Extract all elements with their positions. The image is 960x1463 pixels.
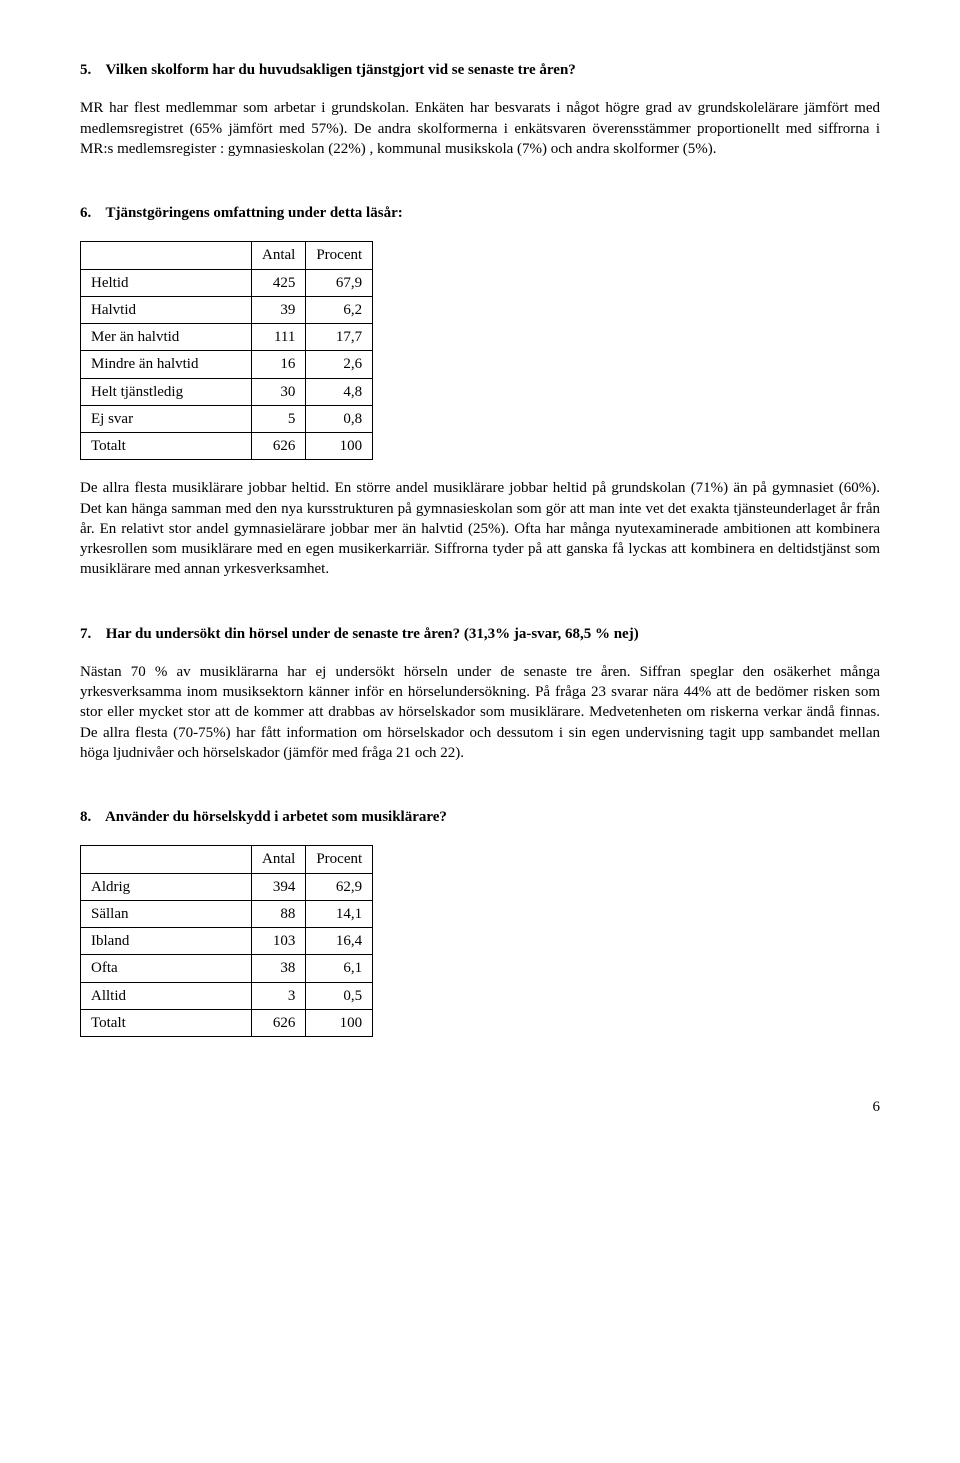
cell: Heltid	[81, 269, 252, 296]
cell: 16,4	[306, 928, 373, 955]
q5-heading: 5. Vilken skolform har du huvudsakligen …	[80, 60, 880, 80]
q7-number: 7.	[80, 624, 102, 644]
cell: 6,1	[306, 955, 373, 982]
page-number: 6	[80, 1097, 880, 1117]
table-row: Ibland10316,4	[81, 928, 373, 955]
cell: Halvtid	[81, 296, 252, 323]
cell: Aldrig	[81, 873, 252, 900]
q6-table: Antal Procent Heltid42567,9 Halvtid396,2…	[80, 241, 373, 460]
table-header-row: Antal Procent	[81, 242, 373, 269]
q7-heading: 7. Har du undersökt din hörsel under de …	[80, 624, 880, 644]
q7-body: Nästan 70 % av musiklärarna har ej under…	[80, 662, 880, 763]
table-row: Ofta386,1	[81, 955, 373, 982]
cell: Ej svar	[81, 405, 252, 432]
cell: Mer än halvtid	[81, 324, 252, 351]
cell: Sällan	[81, 900, 252, 927]
q6-col2: Procent	[306, 242, 373, 269]
cell: 626	[252, 433, 306, 460]
cell: 100	[306, 1009, 373, 1036]
cell: 38	[252, 955, 306, 982]
q6-heading: 6. Tjänstgöringens omfattning under dett…	[80, 203, 880, 223]
table-row: Alltid30,5	[81, 982, 373, 1009]
cell: Ofta	[81, 955, 252, 982]
table-row: Heltid42567,9	[81, 269, 373, 296]
cell: 103	[252, 928, 306, 955]
q6-body: De allra flesta musiklärare jobbar helti…	[80, 478, 880, 579]
cell: Totalt	[81, 433, 252, 460]
q8-col0	[81, 846, 252, 873]
table-row: Aldrig39462,9	[81, 873, 373, 900]
cell: Helt tjänstledig	[81, 378, 252, 405]
q8-heading: 8. Använder du hörselskydd i arbetet som…	[80, 807, 880, 827]
cell: 0,8	[306, 405, 373, 432]
cell: Mindre än halvtid	[81, 351, 252, 378]
table-header-row: Antal Procent	[81, 846, 373, 873]
cell: 88	[252, 900, 306, 927]
q8-table: Antal Procent Aldrig39462,9 Sällan8814,1…	[80, 845, 373, 1037]
cell: 111	[252, 324, 306, 351]
cell: 67,9	[306, 269, 373, 296]
table-row: Mindre än halvtid162,6	[81, 351, 373, 378]
q5-title: Vilken skolform har du huvudsakligen tjä…	[105, 62, 575, 78]
table-row: Ej svar50,8	[81, 405, 373, 432]
cell: 6,2	[306, 296, 373, 323]
table-row: Totalt626100	[81, 433, 373, 460]
table-row: Totalt626100	[81, 1009, 373, 1036]
q8-col1: Antal	[252, 846, 306, 873]
q7-title: Har du undersökt din hörsel under de sen…	[106, 626, 639, 642]
cell: 2,6	[306, 351, 373, 378]
q5-body: MR har flest medlemmar som arbetar i gru…	[80, 98, 880, 159]
table-row: Sällan8814,1	[81, 900, 373, 927]
q8-col2: Procent	[306, 846, 373, 873]
q6-col1: Antal	[252, 242, 306, 269]
q5-number: 5.	[80, 60, 102, 80]
q6-title: Tjänstgöringens omfattning under detta l…	[105, 205, 402, 221]
cell: 17,7	[306, 324, 373, 351]
cell: Ibland	[81, 928, 252, 955]
cell: 425	[252, 269, 306, 296]
table-row: Mer än halvtid11117,7	[81, 324, 373, 351]
cell: 5	[252, 405, 306, 432]
table-row: Halvtid396,2	[81, 296, 373, 323]
cell: Totalt	[81, 1009, 252, 1036]
q6-number: 6.	[80, 203, 102, 223]
cell: 0,5	[306, 982, 373, 1009]
cell: 62,9	[306, 873, 373, 900]
cell: 39	[252, 296, 306, 323]
cell: 100	[306, 433, 373, 460]
table-row: Helt tjänstledig304,8	[81, 378, 373, 405]
cell: 14,1	[306, 900, 373, 927]
cell: 3	[252, 982, 306, 1009]
cell: 626	[252, 1009, 306, 1036]
cell: Alltid	[81, 982, 252, 1009]
cell: 394	[252, 873, 306, 900]
q8-number: 8.	[80, 807, 102, 827]
q6-col0	[81, 242, 252, 269]
q8-title: Använder du hörselskydd i arbetet som mu…	[105, 809, 447, 825]
cell: 30	[252, 378, 306, 405]
cell: 4,8	[306, 378, 373, 405]
cell: 16	[252, 351, 306, 378]
